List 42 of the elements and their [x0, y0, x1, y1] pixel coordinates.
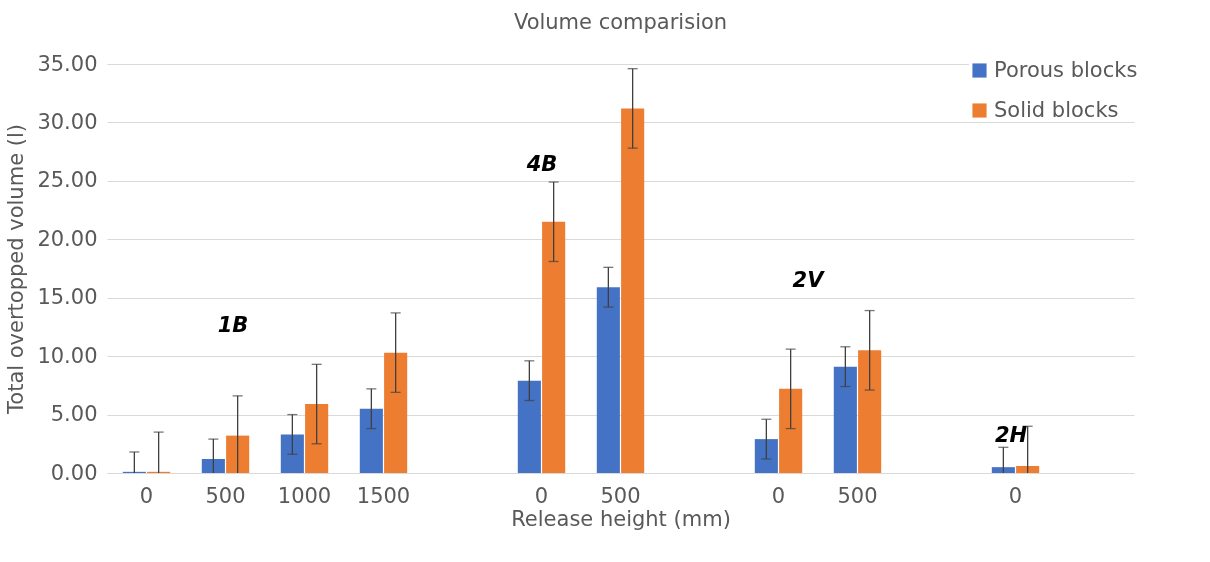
bar [542, 221, 566, 473]
y-axis-title: Total overtopped volume (l) [4, 124, 29, 415]
x-tick-label: 0 [1008, 483, 1023, 508]
legend-label: Porous blocks [994, 57, 1138, 82]
y-tick-label: 10.00 [37, 343, 98, 368]
x-tick-label: 500 [205, 483, 246, 508]
y-tick-label: 0.00 [50, 460, 98, 485]
annotation: 2H [994, 423, 1028, 447]
bar [280, 434, 304, 473]
y-tick-label: 5.00 [50, 402, 98, 427]
bar [384, 352, 408, 473]
bar [517, 380, 541, 473]
bar [359, 408, 383, 473]
bar [833, 366, 857, 473]
annotation: 4B [525, 152, 558, 176]
bar [858, 350, 882, 473]
x-tick-label: 0 [139, 483, 154, 508]
bar [991, 467, 1015, 473]
legend-label: Solid blocks [994, 97, 1119, 122]
bar [779, 388, 803, 473]
bar [226, 435, 250, 473]
x-tick-label: 0 [534, 483, 549, 508]
y-tick-label: 25.00 [37, 168, 98, 193]
annotation: 2V [792, 268, 826, 292]
bar [201, 458, 225, 473]
chart-title: Volume comparision [513, 10, 728, 34]
x-tick-label: 500 [600, 483, 641, 508]
x-tick-label: 0 [771, 483, 786, 508]
y-tick-label: 20.00 [37, 226, 98, 251]
bar [621, 108, 645, 473]
annotation: 1B [217, 313, 249, 337]
y-tick-label: 30.00 [37, 109, 98, 134]
x-tick-label: 1500 [356, 483, 411, 508]
bar [754, 439, 778, 473]
x-tick-label: 500 [837, 483, 878, 508]
bar [1016, 465, 1040, 473]
bar [305, 404, 329, 473]
x-tick-label: 1000 [277, 483, 332, 508]
bar [596, 287, 620, 473]
y-tick-label: 35.00 [37, 51, 98, 76]
x-axis-title: Release height (mm) [511, 506, 731, 531]
y-tick-label: 15.00 [37, 285, 98, 310]
